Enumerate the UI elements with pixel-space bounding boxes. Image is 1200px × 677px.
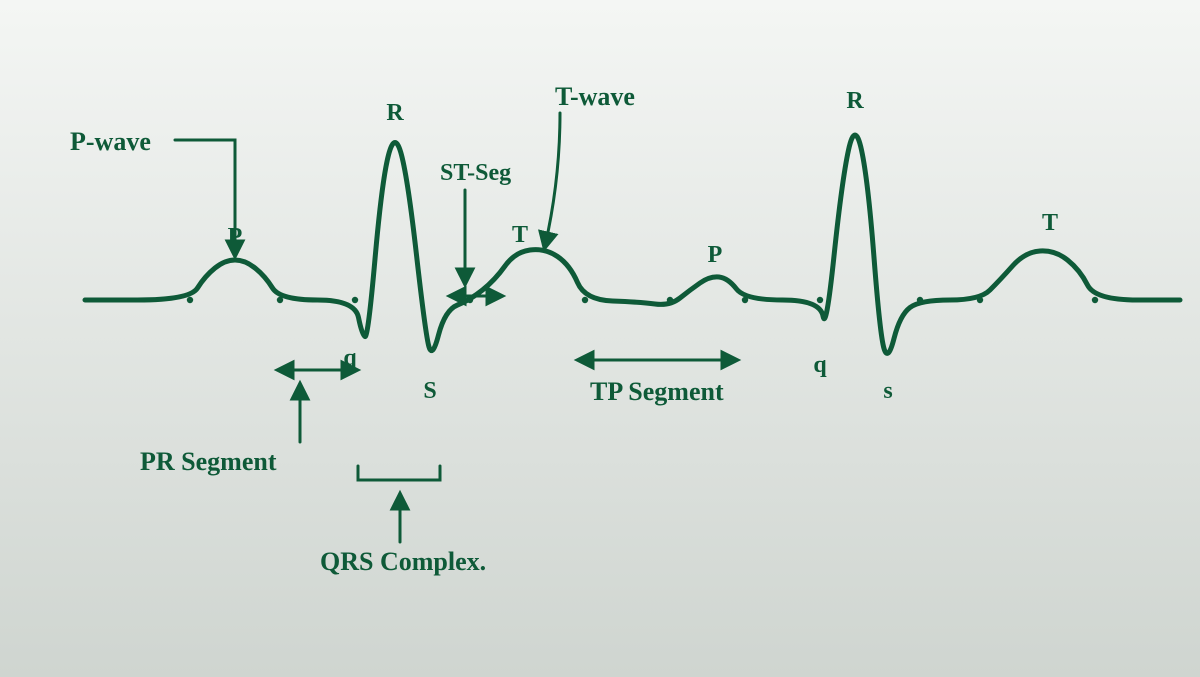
ecg-diagram: PRqSTPRqsT P-waveT-waveST-SegPR SegmentT… <box>0 0 1200 677</box>
label-pr-segment: PR Segment <box>140 447 277 476</box>
label-t-wave: T-wave <box>555 82 635 111</box>
label-st-seg: ST-Seg <box>440 160 511 186</box>
label-p-wave: P-wave <box>70 127 151 156</box>
wave-mark-q1: q <box>343 345 357 371</box>
wave-mark-t2: T <box>1042 210 1058 236</box>
wave-mark-s1: S <box>423 378 436 404</box>
wave-mark-r1: R <box>386 100 404 126</box>
wave-mark-p2: P <box>708 242 723 268</box>
label-tp-segment: TP Segment <box>590 377 724 406</box>
label-qrs-complex: QRS Complex. <box>320 547 486 576</box>
wave-mark-r2: R <box>846 88 864 114</box>
wave-mark-s2: s <box>883 378 892 404</box>
wave-mark-t1: T <box>512 222 528 248</box>
wave-mark-q2: q <box>813 352 827 378</box>
